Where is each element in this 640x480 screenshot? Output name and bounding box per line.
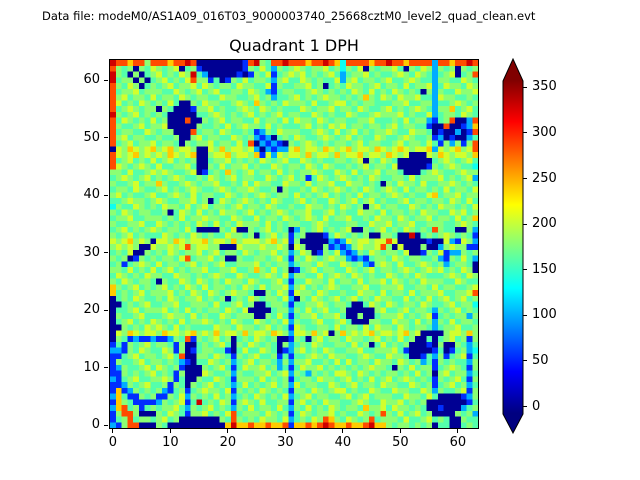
x-tick-label: 60 xyxy=(449,435,467,450)
colorbar-tick-mark xyxy=(523,223,527,225)
colorbar-tick-mark xyxy=(523,360,527,362)
y-tick-mark xyxy=(104,367,108,369)
x-tick-mark xyxy=(457,429,459,433)
colorbar-tick-label: 0 xyxy=(532,398,541,414)
x-tick-label: 50 xyxy=(392,435,409,450)
colorbar-gradient xyxy=(502,57,524,435)
x-tick-label: 0 xyxy=(108,435,118,450)
x-tick-label: 30 xyxy=(277,435,294,450)
x-tick-mark xyxy=(284,429,286,433)
x-tick-label: 20 xyxy=(219,435,237,450)
x-tick-mark xyxy=(227,429,229,433)
y-tick-label: 60 xyxy=(83,72,100,88)
heatmap-axes xyxy=(109,59,479,429)
x-tick-mark xyxy=(399,429,401,433)
y-tick-label: 50 xyxy=(83,129,100,145)
x-tick-mark xyxy=(169,429,171,433)
colorbar xyxy=(502,57,524,438)
colorbar-tick-mark xyxy=(523,178,527,180)
colorbar-tick-label: 50 xyxy=(532,352,549,368)
colorbar-tick-mark xyxy=(523,132,527,134)
data-file-header: Data file: modeM0/AS1A09_016T03_90000037… xyxy=(42,9,536,23)
colorbar-tick-label: 250 xyxy=(532,170,557,186)
plot-title: Quadrant 1 DPH xyxy=(229,36,359,55)
heatmap-canvas xyxy=(110,60,478,428)
colorbar-tick-label: 200 xyxy=(532,216,557,232)
colorbar-tick-mark xyxy=(523,269,527,271)
y-tick-label: 30 xyxy=(83,244,100,260)
y-tick-label: 20 xyxy=(83,302,100,318)
x-tick-label: 40 xyxy=(334,435,352,450)
colorbar-tick-label: 300 xyxy=(532,124,557,140)
y-tick-mark xyxy=(104,194,108,196)
y-tick-mark xyxy=(104,309,108,311)
y-tick-label: 0 xyxy=(91,417,100,433)
x-tick-mark xyxy=(342,429,344,433)
x-tick-mark xyxy=(112,429,114,433)
y-tick-mark xyxy=(104,252,108,254)
colorbar-tick-mark xyxy=(523,86,527,88)
y-tick-mark xyxy=(104,137,108,139)
y-tick-mark xyxy=(104,424,108,426)
y-tick-mark xyxy=(104,79,108,81)
colorbar-tick-mark xyxy=(523,314,527,316)
colorbar-tick-label: 100 xyxy=(532,307,557,323)
colorbar-shape xyxy=(502,57,524,435)
y-tick-label: 40 xyxy=(83,187,100,203)
x-tick-label: 10 xyxy=(162,435,179,450)
y-tick-label: 10 xyxy=(83,359,100,375)
colorbar-tick-mark xyxy=(523,406,527,408)
colorbar-tick-label: 350 xyxy=(532,79,557,95)
colorbar-tick-label: 150 xyxy=(532,261,557,277)
